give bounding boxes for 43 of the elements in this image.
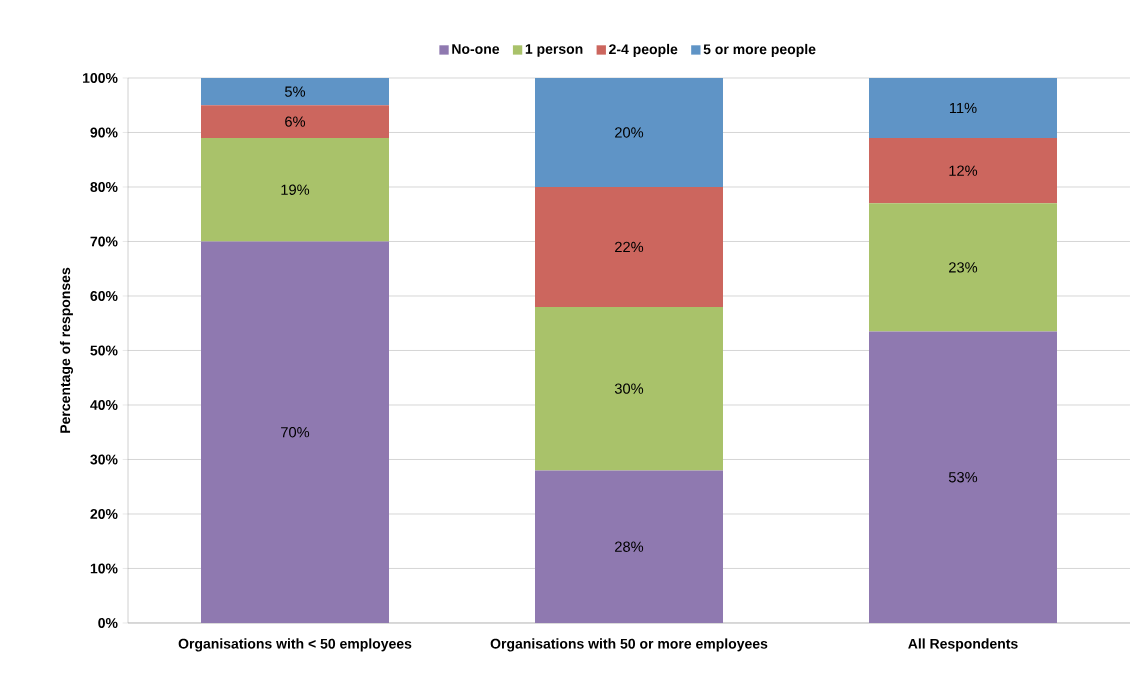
bar bbox=[201, 241, 390, 623]
bar bbox=[535, 186, 723, 307]
y-tick-label: 30% bbox=[90, 454, 118, 465]
legend-label: 5 or more people bbox=[703, 43, 816, 57]
bar bbox=[535, 306, 723, 471]
y-tick-label: 40% bbox=[90, 400, 118, 410]
bar bbox=[535, 470, 723, 623]
bar bbox=[201, 105, 390, 138]
bar bbox=[201, 77, 390, 106]
y-tick-label: 90% bbox=[90, 127, 118, 138]
x-tick-label: Organisations with < 50 employees bbox=[178, 638, 412, 652]
y-tick-label: 100% bbox=[83, 73, 118, 83]
data-label: 30% bbox=[614, 383, 644, 394]
y-tick-label: 70% bbox=[90, 236, 118, 247]
legend-label: 1 person bbox=[525, 44, 583, 57]
x-tick-label: All Respondents bbox=[908, 638, 1018, 652]
data-label: 6% bbox=[285, 116, 306, 127]
y-tick-label: 0% bbox=[98, 618, 118, 628]
y-tick-label: 20% bbox=[90, 509, 118, 519]
bar bbox=[869, 77, 1057, 138]
x-tick-label: Organisations with 50 or more employees bbox=[490, 638, 768, 652]
data-label: 20% bbox=[615, 127, 644, 138]
y-tick-label: 80% bbox=[90, 182, 118, 192]
data-label: 5% bbox=[284, 86, 306, 97]
y-tick-label: 50% bbox=[90, 345, 118, 356]
data-label: 22% bbox=[615, 241, 644, 253]
bar bbox=[201, 137, 390, 242]
data-label: 12% bbox=[949, 165, 978, 176]
y-axis-title: Percentage of responses bbox=[59, 267, 73, 433]
data-label: 19% bbox=[281, 184, 310, 195]
data-label: 53% bbox=[948, 472, 978, 483]
data-label: 28% bbox=[615, 541, 644, 552]
bar bbox=[869, 137, 1057, 204]
legend-label: 2-4 people bbox=[609, 43, 678, 57]
bar bbox=[535, 77, 723, 187]
y-tick-label: 60% bbox=[90, 291, 118, 301]
bar bbox=[869, 203, 1057, 332]
data-label: 70% bbox=[281, 427, 310, 438]
data-label: 11% bbox=[949, 102, 977, 114]
y-tick-label: 10% bbox=[90, 563, 118, 574]
bar bbox=[869, 331, 1057, 623]
legend-label: No-one bbox=[452, 44, 500, 54]
data-label: 23% bbox=[949, 262, 978, 273]
